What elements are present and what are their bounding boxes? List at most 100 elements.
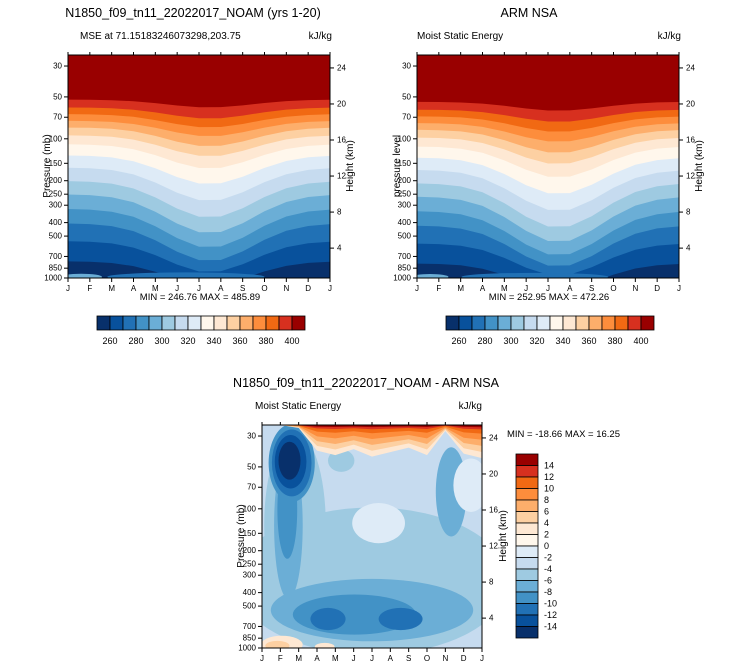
svg-text:400: 400 [284,336,299,346]
svg-text:300: 300 [154,336,169,346]
svg-text:100: 100 [49,134,63,143]
panel-obs-subtitle: Moist Static Energy [417,31,504,42]
svg-text:N: N [442,654,448,663]
svg-text:F: F [436,284,441,293]
svg-text:150: 150 [243,529,257,538]
svg-text:M: M [501,284,508,293]
panel-model-subtitle: MSE at 71.15183246073298,203.75 [80,31,241,42]
svg-text:8: 8 [544,495,549,505]
svg-text:380: 380 [258,336,273,346]
svg-text:360: 360 [581,336,596,346]
panel-obs-minmax-stats: MIN = 252.95 MAX = 472.26 [488,292,610,303]
colorbar-obs: 260 280 300 320 340 360 380 400 [445,315,655,346]
svg-text:100: 100 [243,504,257,513]
svg-text:280: 280 [128,336,143,346]
svg-text:300: 300 [49,201,63,210]
svg-text:14: 14 [544,461,554,471]
svg-text:20: 20 [337,99,346,108]
svg-text:850: 850 [398,264,412,273]
svg-text:200: 200 [398,176,412,185]
svg-text:12: 12 [544,472,554,482]
svg-text:250: 250 [49,190,63,199]
svg-text:J: J [546,284,550,293]
svg-text:-14: -14 [544,622,557,632]
svg-text:J: J [175,284,179,293]
svg-text:J: J [260,654,264,663]
svg-text:N: N [283,284,289,293]
contour-field [417,55,679,278]
svg-text:J: J [66,284,70,293]
svg-text:850: 850 [49,264,63,273]
svg-text:12: 12 [686,172,695,181]
svg-text:500: 500 [243,602,257,611]
panel-model-title: N1850_f09_tn11_22022017_NOAM (yrs 1-20) [65,6,321,20]
svg-text:24: 24 [337,63,346,72]
svg-text:400: 400 [398,218,412,227]
svg-text:50: 50 [402,92,411,101]
svg-text:6: 6 [544,507,549,517]
svg-text:150: 150 [49,159,63,168]
svg-text:J: J [524,284,528,293]
svg-text:200: 200 [49,176,63,185]
svg-text:150: 150 [398,159,412,168]
svg-text:380: 380 [607,336,622,346]
svg-text:30: 30 [247,432,256,441]
svg-text:400: 400 [243,588,257,597]
svg-text:70: 70 [247,483,256,492]
svg-text:360: 360 [232,336,247,346]
panel-obs-title: ARM NSA [500,6,558,20]
svg-text:16: 16 [686,136,695,145]
svg-text:A: A [131,284,137,293]
svg-text:12: 12 [337,172,346,181]
svg-text:24: 24 [686,63,695,72]
svg-text:30: 30 [402,62,411,71]
contour-field [68,55,330,278]
svg-text:M: M [152,284,159,293]
colorbar-cells: 260 280 300 320 340 360 380 400 [96,315,306,346]
svg-text:400: 400 [49,218,63,227]
svg-text:300: 300 [398,201,412,210]
svg-text:8: 8 [337,208,342,217]
svg-text:50: 50 [247,462,256,471]
panel-diff-subtitle: Moist Static Energy [255,401,342,412]
svg-text:16: 16 [337,136,346,145]
svg-text:2: 2 [544,530,549,540]
svg-text:J: J [415,284,419,293]
svg-text:30: 30 [53,62,62,71]
svg-text:260: 260 [102,336,117,346]
svg-text:700: 700 [398,252,412,261]
svg-text:A: A [218,284,224,293]
panel-diff-minmax-stats: MIN = -18.66 MAX = 16.25 [507,429,621,440]
colorbar-cells: 260 280 300 320 340 360 380 400 [445,315,655,346]
svg-text:24: 24 [489,433,498,442]
svg-text:S: S [406,654,411,663]
svg-text:50: 50 [53,92,62,101]
svg-text:700: 700 [243,622,257,631]
svg-text:D: D [305,284,311,293]
svg-text:A: A [567,284,573,293]
panel-obs-units: kJ/kg [657,31,681,42]
svg-text:4: 4 [686,244,691,253]
svg-text:J: J [677,284,681,293]
panel-model-minmax-stats: MIN = 246.76 MAX = 485.89 [139,292,261,303]
svg-text:4: 4 [489,614,494,623]
svg-text:300: 300 [243,571,257,580]
svg-text:400: 400 [633,336,648,346]
svg-text:F: F [278,654,283,663]
panel-model-units: kJ/kg [308,31,332,42]
svg-text:A: A [388,654,394,663]
svg-text:340: 340 [555,336,570,346]
colorbar-model: 260 280 300 320 340 360 380 400 [96,315,306,346]
svg-text:D: D [654,284,660,293]
svg-text:500: 500 [398,232,412,241]
svg-text:M: M [332,654,339,663]
svg-text:-4: -4 [544,564,552,574]
svg-text:J: J [197,284,201,293]
svg-text:1000: 1000 [44,274,62,283]
panel-diff-title: N1850_f09_tn11_22022017_NOAM - ARM NSA [233,376,499,390]
svg-text:300: 300 [503,336,518,346]
